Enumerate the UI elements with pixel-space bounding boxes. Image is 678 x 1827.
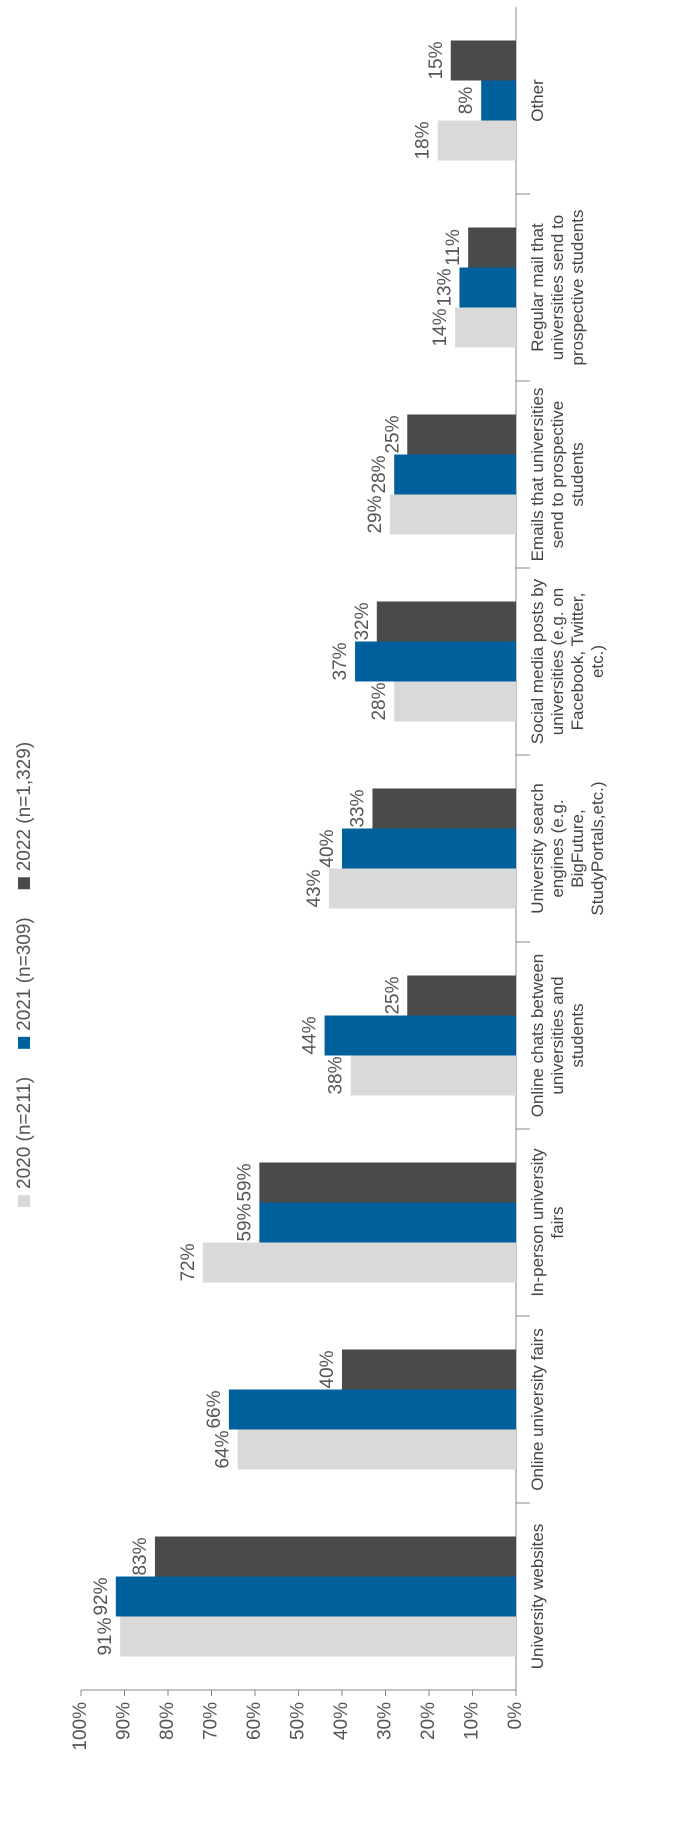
bar bbox=[259, 1162, 516, 1203]
x-tick-label: Social media posts by universities (e.g.… bbox=[528, 578, 607, 745]
data-label: 38% bbox=[326, 1056, 347, 1094]
y-tick-label: 100% bbox=[70, 1702, 91, 1751]
y-tick-label: 30% bbox=[375, 1702, 396, 1740]
bar bbox=[437, 120, 517, 161]
x-tick-label-box: Regular mail that universities send to p… bbox=[528, 209, 587, 366]
bar bbox=[468, 227, 516, 268]
rotated-chart: 0% 10% 20% 30% 40% 50% 60% 70% 80% 90% 100% Univers… bbox=[14, 7, 607, 1751]
bar bbox=[342, 1349, 516, 1390]
data-label: 66% bbox=[204, 1390, 225, 1428]
y-tick-label: 80% bbox=[157, 1702, 178, 1740]
bar bbox=[455, 307, 517, 348]
bar bbox=[115, 1576, 517, 1617]
bar bbox=[120, 1616, 517, 1657]
data-label: 59% bbox=[234, 1163, 255, 1201]
bar bbox=[259, 1202, 516, 1243]
bar bbox=[394, 454, 517, 495]
y-tick-label: 10% bbox=[462, 1702, 483, 1740]
x-tick-label: Other bbox=[528, 79, 547, 122]
y-tick-label: 60% bbox=[244, 1702, 265, 1740]
legend-label: 2021 (n=309) bbox=[14, 917, 35, 1031]
x-tick-label-box: Online chats between universities and st… bbox=[528, 953, 587, 1118]
bar bbox=[481, 80, 517, 121]
legend-label: 2020 (n=211) bbox=[14, 1077, 35, 1189]
data-label: 25% bbox=[382, 415, 403, 453]
data-label: 11% bbox=[443, 229, 464, 266]
bar bbox=[407, 975, 516, 1016]
x-tick-label-box: Other bbox=[528, 79, 547, 122]
y-tick-label: 90% bbox=[114, 1702, 135, 1740]
x-tick-label: Regular mail that universities send to p… bbox=[528, 209, 587, 366]
y-tick-label: 70% bbox=[201, 1702, 222, 1740]
x-tick-label: In-person university fairs bbox=[528, 1148, 567, 1297]
data-label: 72% bbox=[178, 1243, 199, 1281]
bar bbox=[376, 601, 516, 642]
bar bbox=[342, 828, 516, 869]
data-label: 40% bbox=[317, 829, 338, 867]
data-label: 25% bbox=[382, 976, 403, 1014]
data-label: 64% bbox=[213, 1430, 234, 1468]
data-label: 43% bbox=[304, 869, 325, 907]
bar bbox=[407, 414, 516, 455]
bar bbox=[202, 1242, 517, 1283]
bar bbox=[372, 788, 517, 829]
bar bbox=[355, 641, 516, 682]
x-tick-label-box: Social media posts by universities (e.g.… bbox=[528, 578, 607, 745]
bar bbox=[459, 267, 517, 308]
x-tick-label-box: University search engines (e.g. BigFutur… bbox=[528, 781, 607, 916]
bar bbox=[394, 681, 517, 722]
legend-swatch bbox=[18, 1036, 30, 1049]
bar bbox=[389, 494, 517, 535]
x-tick-label-box: Emails that universities send to prospec… bbox=[528, 387, 587, 562]
data-label: 32% bbox=[352, 602, 373, 640]
y-tick-label: 50% bbox=[288, 1702, 309, 1740]
data-label: 83% bbox=[130, 1537, 151, 1575]
data-label: 28% bbox=[369, 455, 390, 493]
data-label: 13% bbox=[434, 268, 455, 306]
data-label: 91% bbox=[95, 1617, 116, 1655]
y-tick-label: 0% bbox=[505, 1702, 526, 1730]
data-label: 28% bbox=[369, 682, 390, 720]
legend-label: 2022 (n=1,329) bbox=[14, 742, 35, 871]
x-tick-label: Emails that universities send to prospec… bbox=[528, 387, 587, 562]
bar bbox=[228, 1389, 516, 1430]
data-label: 29% bbox=[365, 495, 386, 533]
bar bbox=[237, 1429, 516, 1470]
x-tick-label: Online chats between universities and st… bbox=[528, 953, 587, 1118]
y-tick-label: 40% bbox=[331, 1702, 352, 1740]
bar bbox=[328, 868, 517, 909]
data-label: 18% bbox=[413, 121, 434, 159]
data-label: 59% bbox=[234, 1203, 255, 1241]
bar bbox=[154, 1536, 516, 1577]
data-label: 92% bbox=[91, 1577, 112, 1615]
x-tick-label-box: Online university fairs bbox=[528, 1328, 547, 1491]
x-tick-label: University search engines (e.g. BigFutur… bbox=[528, 781, 607, 916]
legend-swatch bbox=[18, 877, 30, 890]
bar bbox=[350, 1055, 517, 1096]
data-label: 33% bbox=[347, 789, 368, 827]
x-tick-label-box: University websites bbox=[528, 1523, 547, 1670]
data-label: 40% bbox=[317, 1350, 338, 1388]
x-tick-label-box: In-person university fairs bbox=[528, 1148, 567, 1297]
data-label: 15% bbox=[426, 41, 447, 79]
data-label: 8% bbox=[456, 87, 477, 115]
x-tick-label: University websites bbox=[528, 1523, 547, 1670]
legend-swatch bbox=[18, 1195, 30, 1207]
data-label: 37% bbox=[330, 642, 351, 680]
data-label: 14% bbox=[430, 308, 451, 346]
x-tick-label: Online university fairs bbox=[528, 1328, 547, 1491]
bar bbox=[324, 1015, 516, 1056]
y-tick-label: 20% bbox=[418, 1702, 439, 1740]
data-label: 44% bbox=[300, 1016, 321, 1054]
bar bbox=[450, 40, 516, 81]
